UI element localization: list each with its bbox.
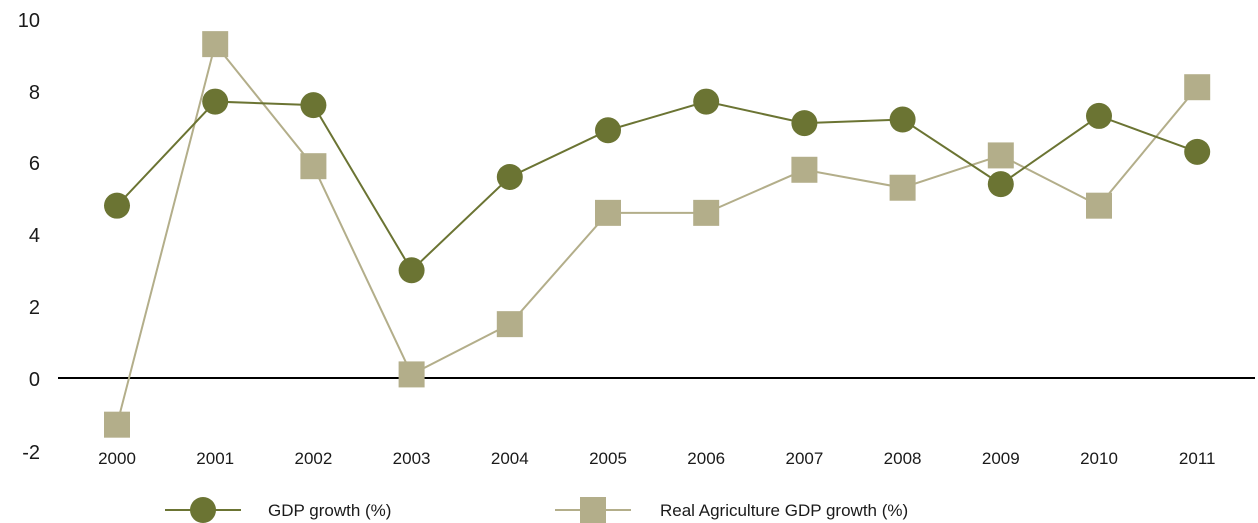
x-tick-label: 2004 xyxy=(491,449,529,468)
data-point-gdp-growth xyxy=(300,92,327,119)
y-tick-label: 8 xyxy=(29,82,40,104)
x-tick-label: 2006 xyxy=(687,449,725,468)
data-point-agriculture-gdp-growth xyxy=(398,361,425,388)
y-tick-label: 10 xyxy=(18,10,40,32)
data-point-agriculture-gdp-growth xyxy=(987,142,1014,169)
y-tick-label: 6 xyxy=(29,153,40,175)
y-tick-label: 4 xyxy=(29,225,40,247)
data-point-gdp-growth xyxy=(104,192,130,219)
legend-item-agriculture-gdp-growth: Real Agriculture GDP growth (%) xyxy=(555,497,908,523)
x-tick-label: 2000 xyxy=(98,449,136,468)
data-point-agriculture-gdp-growth xyxy=(595,199,621,226)
x-tick-label: 2003 xyxy=(393,449,431,468)
data-point-agriculture-gdp-growth xyxy=(104,411,130,438)
y-tick-label: 0 xyxy=(29,369,40,391)
data-point-gdp-growth xyxy=(398,257,425,284)
x-tick-label: 2011 xyxy=(1179,449,1216,468)
series-lines xyxy=(116,41,1198,425)
data-point-agriculture-gdp-growth xyxy=(693,199,720,226)
x-tick-label: 2008 xyxy=(884,449,922,468)
data-point-agriculture-gdp-growth xyxy=(791,156,818,183)
data-point-agriculture-gdp-growth xyxy=(202,31,229,58)
x-tick-label: 2001 xyxy=(196,449,234,468)
data-point-gdp-growth xyxy=(1184,138,1211,165)
data-point-gdp-growth xyxy=(202,88,229,115)
legend: GDP growth (%) Real Agriculture GDP grow… xyxy=(165,497,908,523)
x-tick-label: 2010 xyxy=(1080,449,1118,468)
data-point-gdp-growth xyxy=(1086,102,1112,129)
x-tick-label: 2002 xyxy=(294,449,332,468)
legend-marker-gdp-growth xyxy=(190,497,216,523)
data-point-agriculture-gdp-growth xyxy=(496,311,523,338)
x-axis-ticks: 2000 2001 2002 2003 2004 2005 2006 2007 2008 2009… xyxy=(98,449,1215,468)
data-point-agriculture-gdp-growth xyxy=(1184,74,1211,101)
x-tick-label: 2005 xyxy=(589,449,627,468)
data-point-gdp-growth xyxy=(595,117,621,144)
series-line-agriculture-gdp-growth xyxy=(116,41,1198,425)
legend-label-agriculture-gdp-growth: Real Agriculture GDP growth (%) xyxy=(660,501,908,520)
data-point-agriculture-gdp-growth xyxy=(1086,192,1112,219)
data-point-gdp-growth xyxy=(791,110,818,137)
x-tick-label: 2007 xyxy=(785,449,823,468)
data-point-gdp-growth xyxy=(889,106,916,133)
series-line-gdp-growth xyxy=(116,100,1198,272)
legend-marker-agriculture-gdp-growth xyxy=(580,497,606,523)
legend-label-gdp-growth: GDP growth (%) xyxy=(268,501,391,520)
data-point-agriculture-gdp-growth xyxy=(889,174,916,201)
data-point-agriculture-gdp-growth xyxy=(300,153,327,180)
x-tick-label: 2009 xyxy=(982,449,1020,468)
series-markers xyxy=(104,31,1211,438)
y-axis-ticks: 10 8 6 4 2 0 -2 xyxy=(18,10,40,464)
legend-item-gdp-growth: GDP growth (%) xyxy=(165,497,391,523)
data-point-gdp-growth xyxy=(496,163,523,190)
y-tick-label: -2 xyxy=(22,442,40,464)
data-point-gdp-growth xyxy=(987,171,1014,198)
y-tick-label: 2 xyxy=(29,297,40,319)
data-point-gdp-growth xyxy=(693,88,720,115)
